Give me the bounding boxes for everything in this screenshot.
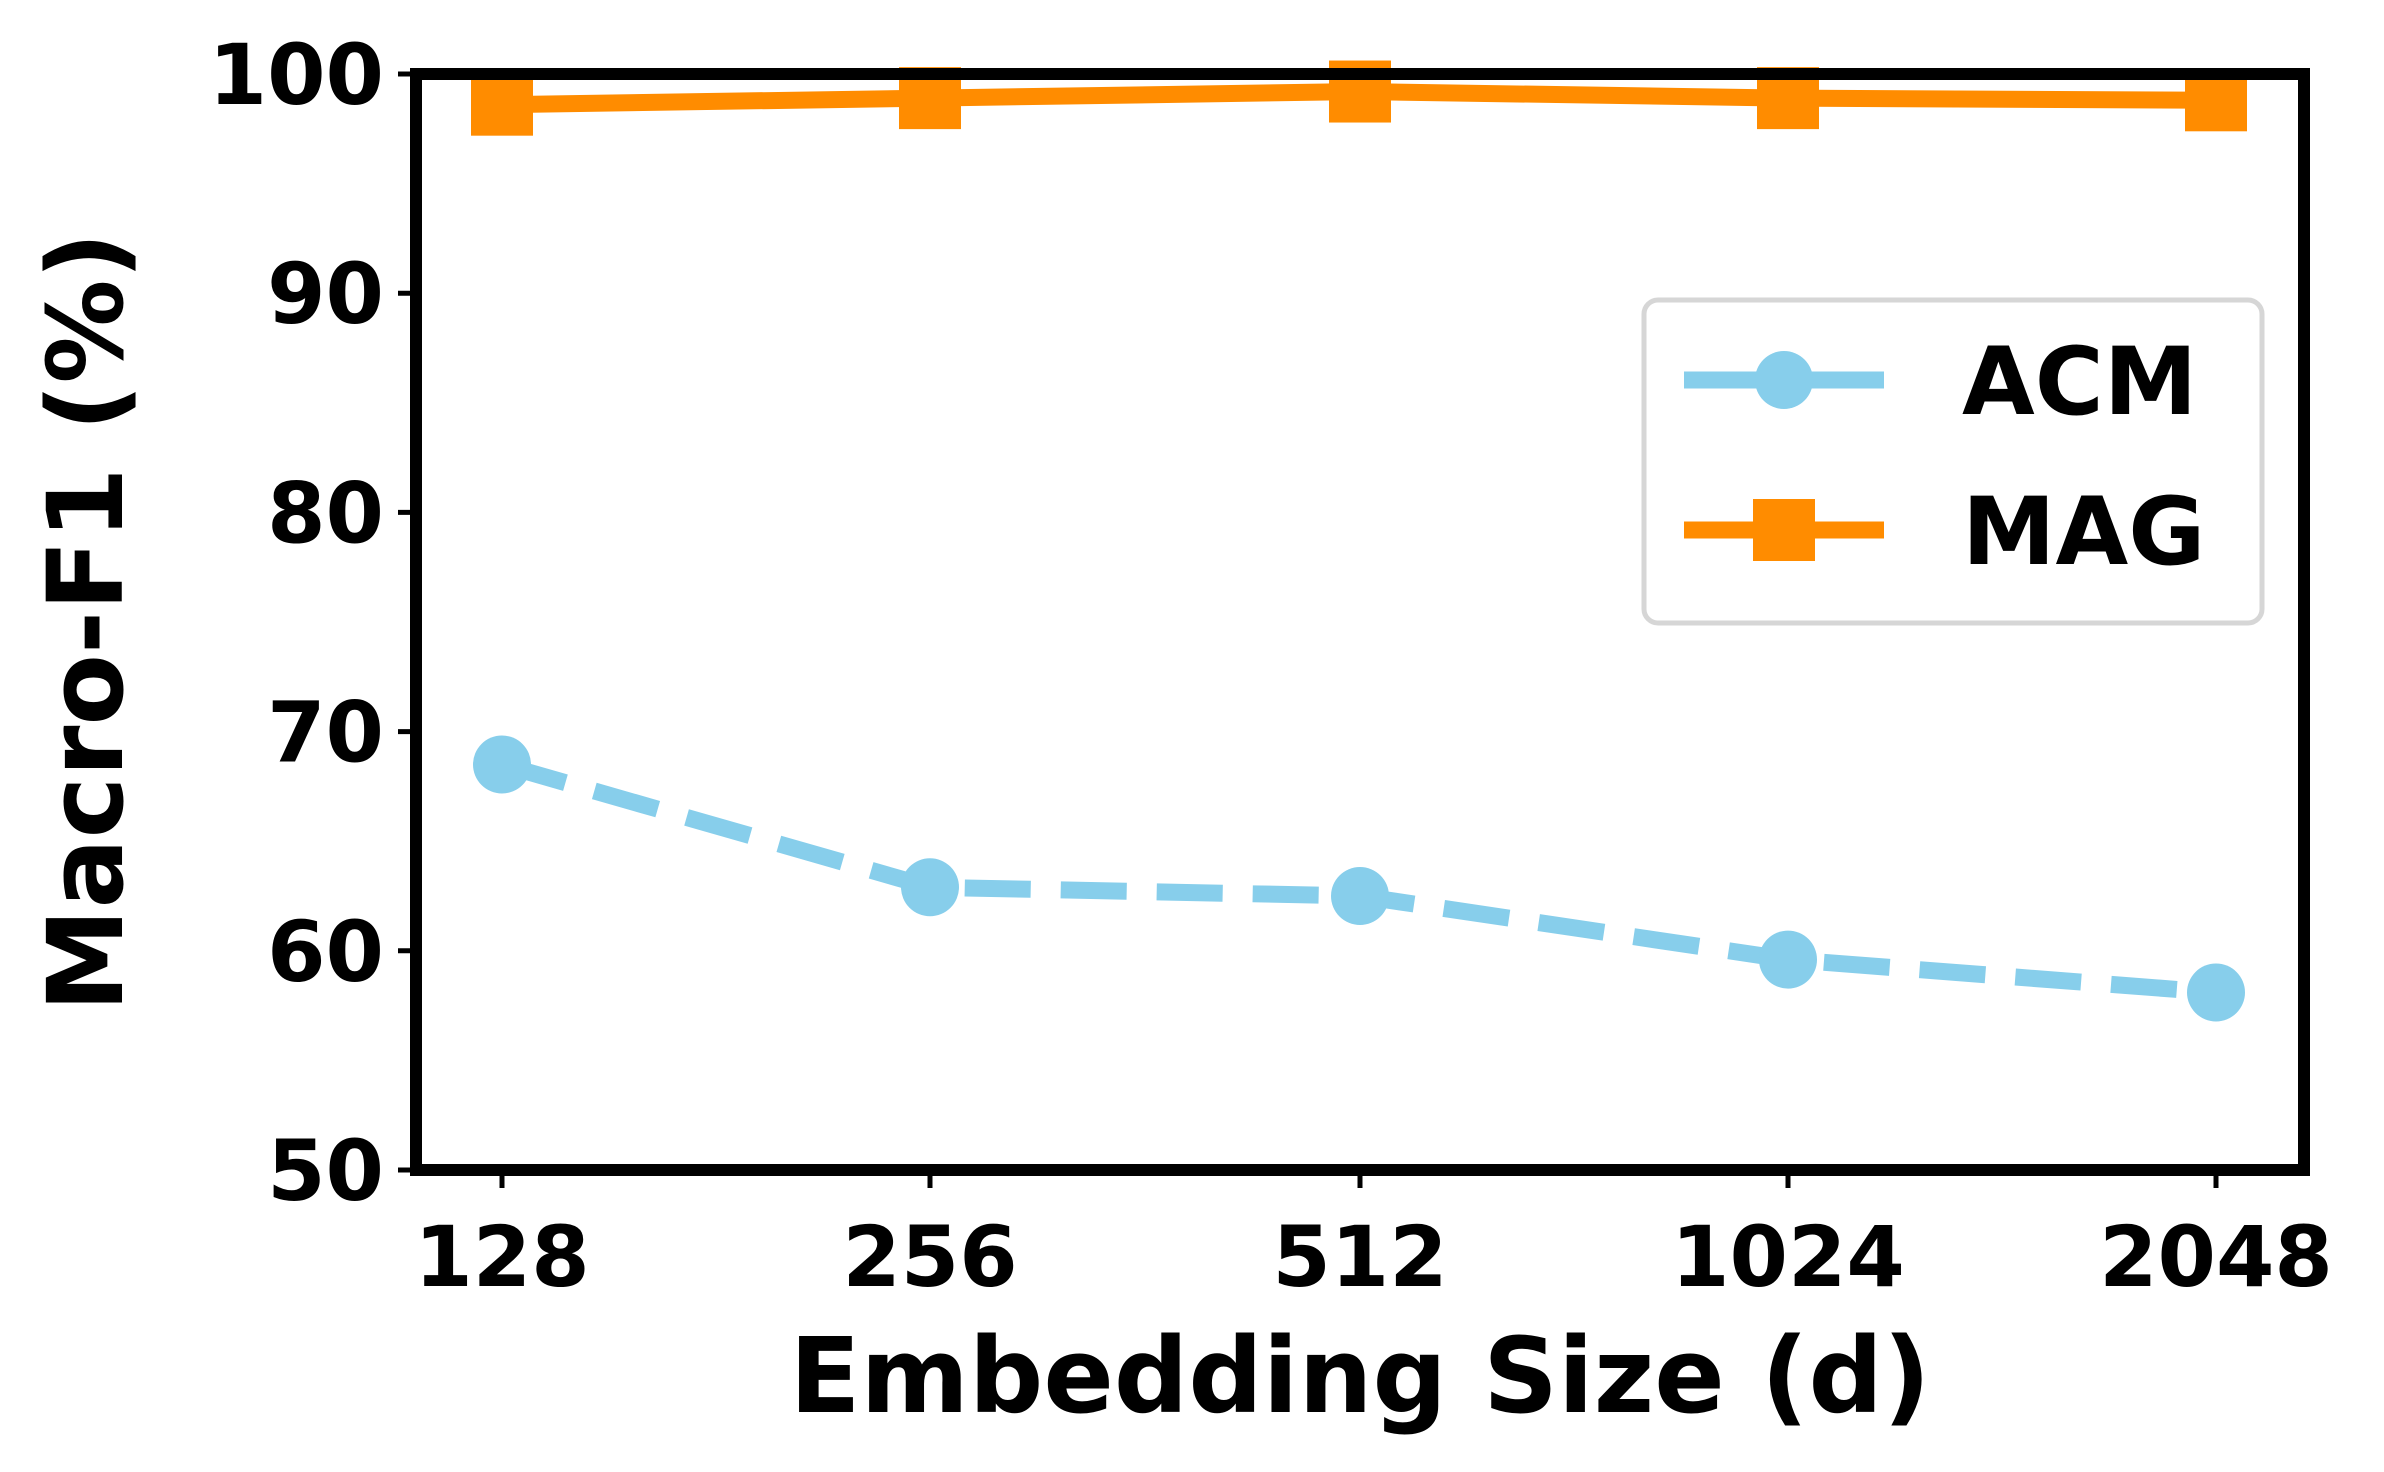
data-point: [1759, 930, 1817, 989]
data-point: [901, 858, 959, 917]
legend-label: MAG: [1962, 478, 2205, 587]
y-axis-label: Macro-F1 (%): [25, 232, 147, 1012]
y-tick-label: 80: [267, 464, 384, 562]
y-tick-label: 70: [267, 684, 384, 782]
y-axis-ticks: 50 60 70 80 90 100: [209, 26, 416, 1220]
y-tick-label: 60: [267, 903, 384, 1001]
data-point: [1331, 867, 1389, 925]
x-axis-ticks: 128 256 512 1024 2048: [414, 1170, 2333, 1306]
y-tick-label: 50: [267, 1122, 384, 1220]
legend-marker: [1755, 351, 1813, 409]
series-acm: [473, 735, 2245, 1022]
data-point: [2187, 963, 2245, 1022]
x-tick-label: 128: [414, 1208, 589, 1306]
data-point: [471, 73, 533, 136]
legend-item-mag: MAG: [1684, 478, 2205, 587]
legend-label: ACM: [1962, 328, 2197, 437]
x-tick-label: 1024: [1671, 1208, 1905, 1306]
legend-item-acm: ACM: [1684, 328, 2197, 437]
legend-marker: [1753, 499, 1815, 561]
data-point: [473, 735, 531, 794]
y-tick-label: 100: [209, 26, 384, 124]
x-tick-label: 2048: [2099, 1208, 2333, 1306]
y-tick-label: 90: [267, 245, 384, 343]
x-tick-label: 512: [1272, 1208, 1447, 1306]
x-axis-label: Embedding Size (d): [790, 1315, 1931, 1437]
x-tick-label: 256: [842, 1208, 1017, 1306]
legend: ACM MAG: [1641, 297, 2265, 626]
plot-frame: [410, 68, 2310, 1176]
